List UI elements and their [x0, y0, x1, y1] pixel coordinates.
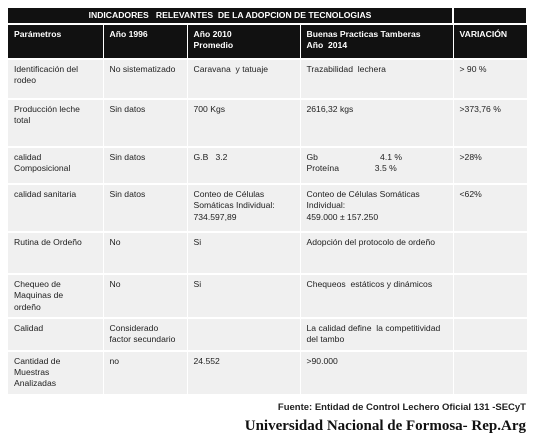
table-cell: Conteo de Células Somáticas Individual: … — [187, 183, 301, 233]
table-cell: Producción leche total — [8, 98, 104, 148]
table-row: calidad sanitaria Sin datos Conteo de Célu… — [8, 183, 528, 233]
header-cell: VARIACIÓN — [453, 23, 528, 60]
table-cell: Chequeo de Maquinas de ordeño — [8, 273, 104, 318]
table-row: Rutina de Ordeño No Si Adopción del protoco… — [8, 231, 528, 275]
table-cell — [453, 273, 528, 318]
table-cell — [453, 316, 528, 351]
table-row: Chequeo de Maquinas de ordeño No Si Chequeo… — [8, 273, 528, 318]
table-cell: Cantidad de Muestras Analizadas — [8, 349, 104, 394]
table-cell: La calidad define la competitividad del … — [300, 316, 454, 351]
table-cell: Adopción del protocolo de ordeño — [300, 231, 454, 275]
table-row: Calidad Considerado factor secundario La c… — [8, 316, 528, 351]
table-cell: Gb 4.1 % Proteína 3.5 % — [300, 146, 454, 185]
indicators-table: INDICADORES RELEVANTES DE LA ADOPCION DE… — [8, 8, 529, 394]
table-cell: No — [103, 273, 188, 318]
table-cell: Sin datos — [103, 146, 188, 185]
title-spacer — [453, 8, 529, 25]
table-cell: Conteo de Células Somáticas Individual: … — [300, 183, 454, 233]
table-cell: Rutina de Ordeño — [8, 231, 104, 275]
title-row: INDICADORES RELEVANTES DE LA ADOPCION DE… — [8, 8, 529, 25]
header-cell: Año 1996 — [103, 23, 188, 60]
table-cell: G.B 3.2 — [187, 146, 301, 185]
table-cell: calidad Composicional — [8, 146, 104, 185]
table-cell: Caravana y tatuaje — [187, 58, 301, 100]
table-cell: >90.000 — [300, 349, 454, 394]
table-cell: >373,76 % — [453, 98, 528, 148]
table-cell: > 90 % — [453, 58, 528, 100]
table-row: Identificación del rodeo No sistematizado… — [8, 58, 528, 100]
table-cell: 2616,32 kgs — [300, 98, 454, 148]
table-cell: Sin datos — [103, 183, 188, 233]
table-cell: calidad sanitaria — [8, 183, 104, 233]
table-cell: <62% — [453, 183, 528, 233]
table-cell: Trazabilidad lechera — [300, 58, 454, 100]
table-cell: No — [103, 231, 188, 275]
header-cell: Parámetros — [8, 23, 104, 60]
header-cell: Buenas Practicas Tamberas Año 2014 — [300, 23, 454, 60]
table-row: Cantidad de Muestras Analizadas no 24.552 >… — [8, 349, 528, 394]
table-cell — [187, 316, 301, 351]
table-title: INDICADORES RELEVANTES DE LA ADOPCION DE… — [8, 8, 455, 25]
table-cell: Considerado factor secundario — [103, 316, 188, 351]
table-cell: Identificación del rodeo — [8, 58, 104, 100]
table-cell: Sin datos — [103, 98, 188, 148]
source-note: Fuente: Entidad de Control Lechero Ofici… — [277, 402, 526, 413]
header-row: Parámetros Año 1996 Año 2010 Promedio Buena… — [8, 23, 528, 60]
table-cell: Chequeos estáticos y dinámicos — [300, 273, 454, 318]
institution: Universidad Nacional de Formosa- Rep.Arg — [244, 418, 526, 434]
header-cell: Año 2010 Promedio — [187, 23, 301, 60]
table-cell: no — [103, 349, 188, 394]
table-cell — [453, 349, 528, 394]
table-row: Producción leche total Sin datos 700 Kgs 26… — [8, 98, 528, 148]
table-cell: >28% — [453, 146, 528, 185]
table-cell: 24.552 — [187, 349, 301, 394]
table-cell: Calidad — [8, 316, 104, 351]
table-cell: No sistematizado — [103, 58, 188, 100]
table-cell: 700 Kgs — [187, 98, 301, 148]
table-cell: Si — [187, 273, 301, 318]
table-row: calidad Composicional Sin datos G.B 3.2 Gb … — [8, 146, 528, 185]
table-cell — [453, 231, 528, 275]
table-cell: Si — [187, 231, 301, 275]
